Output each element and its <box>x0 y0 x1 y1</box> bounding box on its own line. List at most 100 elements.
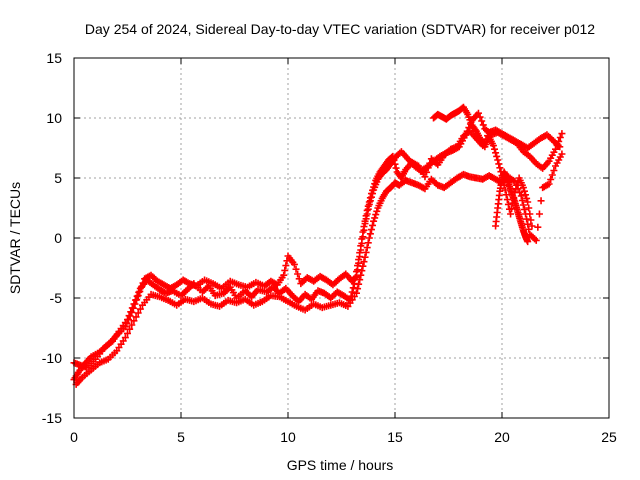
data-point <box>292 265 300 273</box>
data-point <box>492 149 500 157</box>
data-point <box>351 274 359 282</box>
x-tick-label: 5 <box>177 429 185 445</box>
data-point <box>366 197 374 205</box>
data-point <box>354 285 362 293</box>
data-point <box>294 270 302 278</box>
data-point <box>363 210 371 218</box>
data-point <box>355 280 363 288</box>
data-point <box>479 121 487 129</box>
data-point <box>507 210 515 218</box>
data-point <box>462 131 470 139</box>
data-point <box>373 207 381 215</box>
data-point <box>367 193 375 201</box>
data-point <box>553 141 561 149</box>
data-point <box>365 200 373 208</box>
data-point <box>362 248 370 256</box>
data-point <box>121 334 129 342</box>
data-point <box>364 239 372 247</box>
data-point <box>526 210 534 218</box>
x-tick-label: 0 <box>70 429 78 445</box>
data-point <box>136 305 144 313</box>
data-point <box>129 304 137 312</box>
data-point <box>357 246 365 254</box>
data-point <box>523 215 531 223</box>
y-tick-labels: 15 10 5 0 -5 -10 -15 <box>42 50 62 426</box>
data-point <box>128 308 136 316</box>
data-point <box>358 267 366 275</box>
data-point <box>133 296 141 304</box>
data-point <box>392 164 400 172</box>
data-point <box>519 184 527 192</box>
data-point <box>364 205 372 213</box>
data-point <box>359 233 367 241</box>
data-point <box>357 271 365 279</box>
data-point <box>354 266 362 274</box>
x-axis-label: GPS time / hours <box>287 457 394 473</box>
data-point <box>421 173 429 181</box>
data-point <box>548 171 556 179</box>
data-point <box>532 236 540 244</box>
data-point <box>363 244 371 252</box>
data-point <box>524 238 532 246</box>
data-point <box>476 113 484 121</box>
data-point <box>369 221 377 229</box>
data-point <box>558 130 566 138</box>
x-tick-label: 25 <box>601 429 617 445</box>
data-point <box>520 187 528 195</box>
data-point <box>348 288 356 296</box>
data-point <box>528 222 536 230</box>
data-point <box>134 309 142 317</box>
data-point <box>537 197 545 205</box>
data-point <box>535 210 543 218</box>
axis-ticks <box>73 57 610 419</box>
data-point <box>290 260 298 268</box>
data-point <box>124 329 131 337</box>
data-point <box>517 192 525 200</box>
data-markers <box>70 103 566 388</box>
data-point <box>522 191 530 199</box>
data-point <box>280 271 288 279</box>
y-tick-label: 5 <box>54 170 62 186</box>
data-point <box>128 321 136 329</box>
data-point <box>555 137 563 145</box>
data-point <box>132 313 140 321</box>
data-point <box>361 220 369 228</box>
data-point <box>503 196 511 204</box>
data-point <box>489 142 497 150</box>
y-tick-label: 10 <box>46 110 62 126</box>
data-point <box>524 220 532 228</box>
data-point <box>366 230 374 238</box>
data-point <box>525 204 533 212</box>
x-tick-label: 10 <box>280 429 296 445</box>
data-point <box>474 109 482 117</box>
y-tick-label: -10 <box>42 350 62 366</box>
data-point <box>360 226 368 234</box>
data-point <box>558 150 566 158</box>
data-point <box>125 316 133 324</box>
data-point <box>356 276 364 284</box>
data-point <box>372 211 380 219</box>
y-tick-label: 15 <box>46 50 62 66</box>
data-point <box>504 200 512 208</box>
y-axis-label: SDTVAR / TECUs <box>7 182 23 294</box>
data-point <box>496 164 504 172</box>
data-point <box>519 201 527 209</box>
data-point <box>137 283 145 291</box>
data-point <box>134 292 142 300</box>
data-point <box>355 259 363 267</box>
data-point <box>550 167 558 174</box>
data-point <box>352 289 360 297</box>
data-point <box>281 266 289 274</box>
data-point <box>362 215 370 223</box>
data-point <box>365 234 373 242</box>
data-point <box>126 312 134 320</box>
data-point <box>502 191 510 199</box>
data-point <box>527 216 535 224</box>
data-point <box>131 300 139 308</box>
data-point <box>126 325 134 333</box>
data-point <box>123 319 131 327</box>
data-point <box>369 190 377 198</box>
y-tick-label: 0 <box>54 230 62 246</box>
data-point <box>136 287 144 295</box>
data-point <box>349 284 357 292</box>
